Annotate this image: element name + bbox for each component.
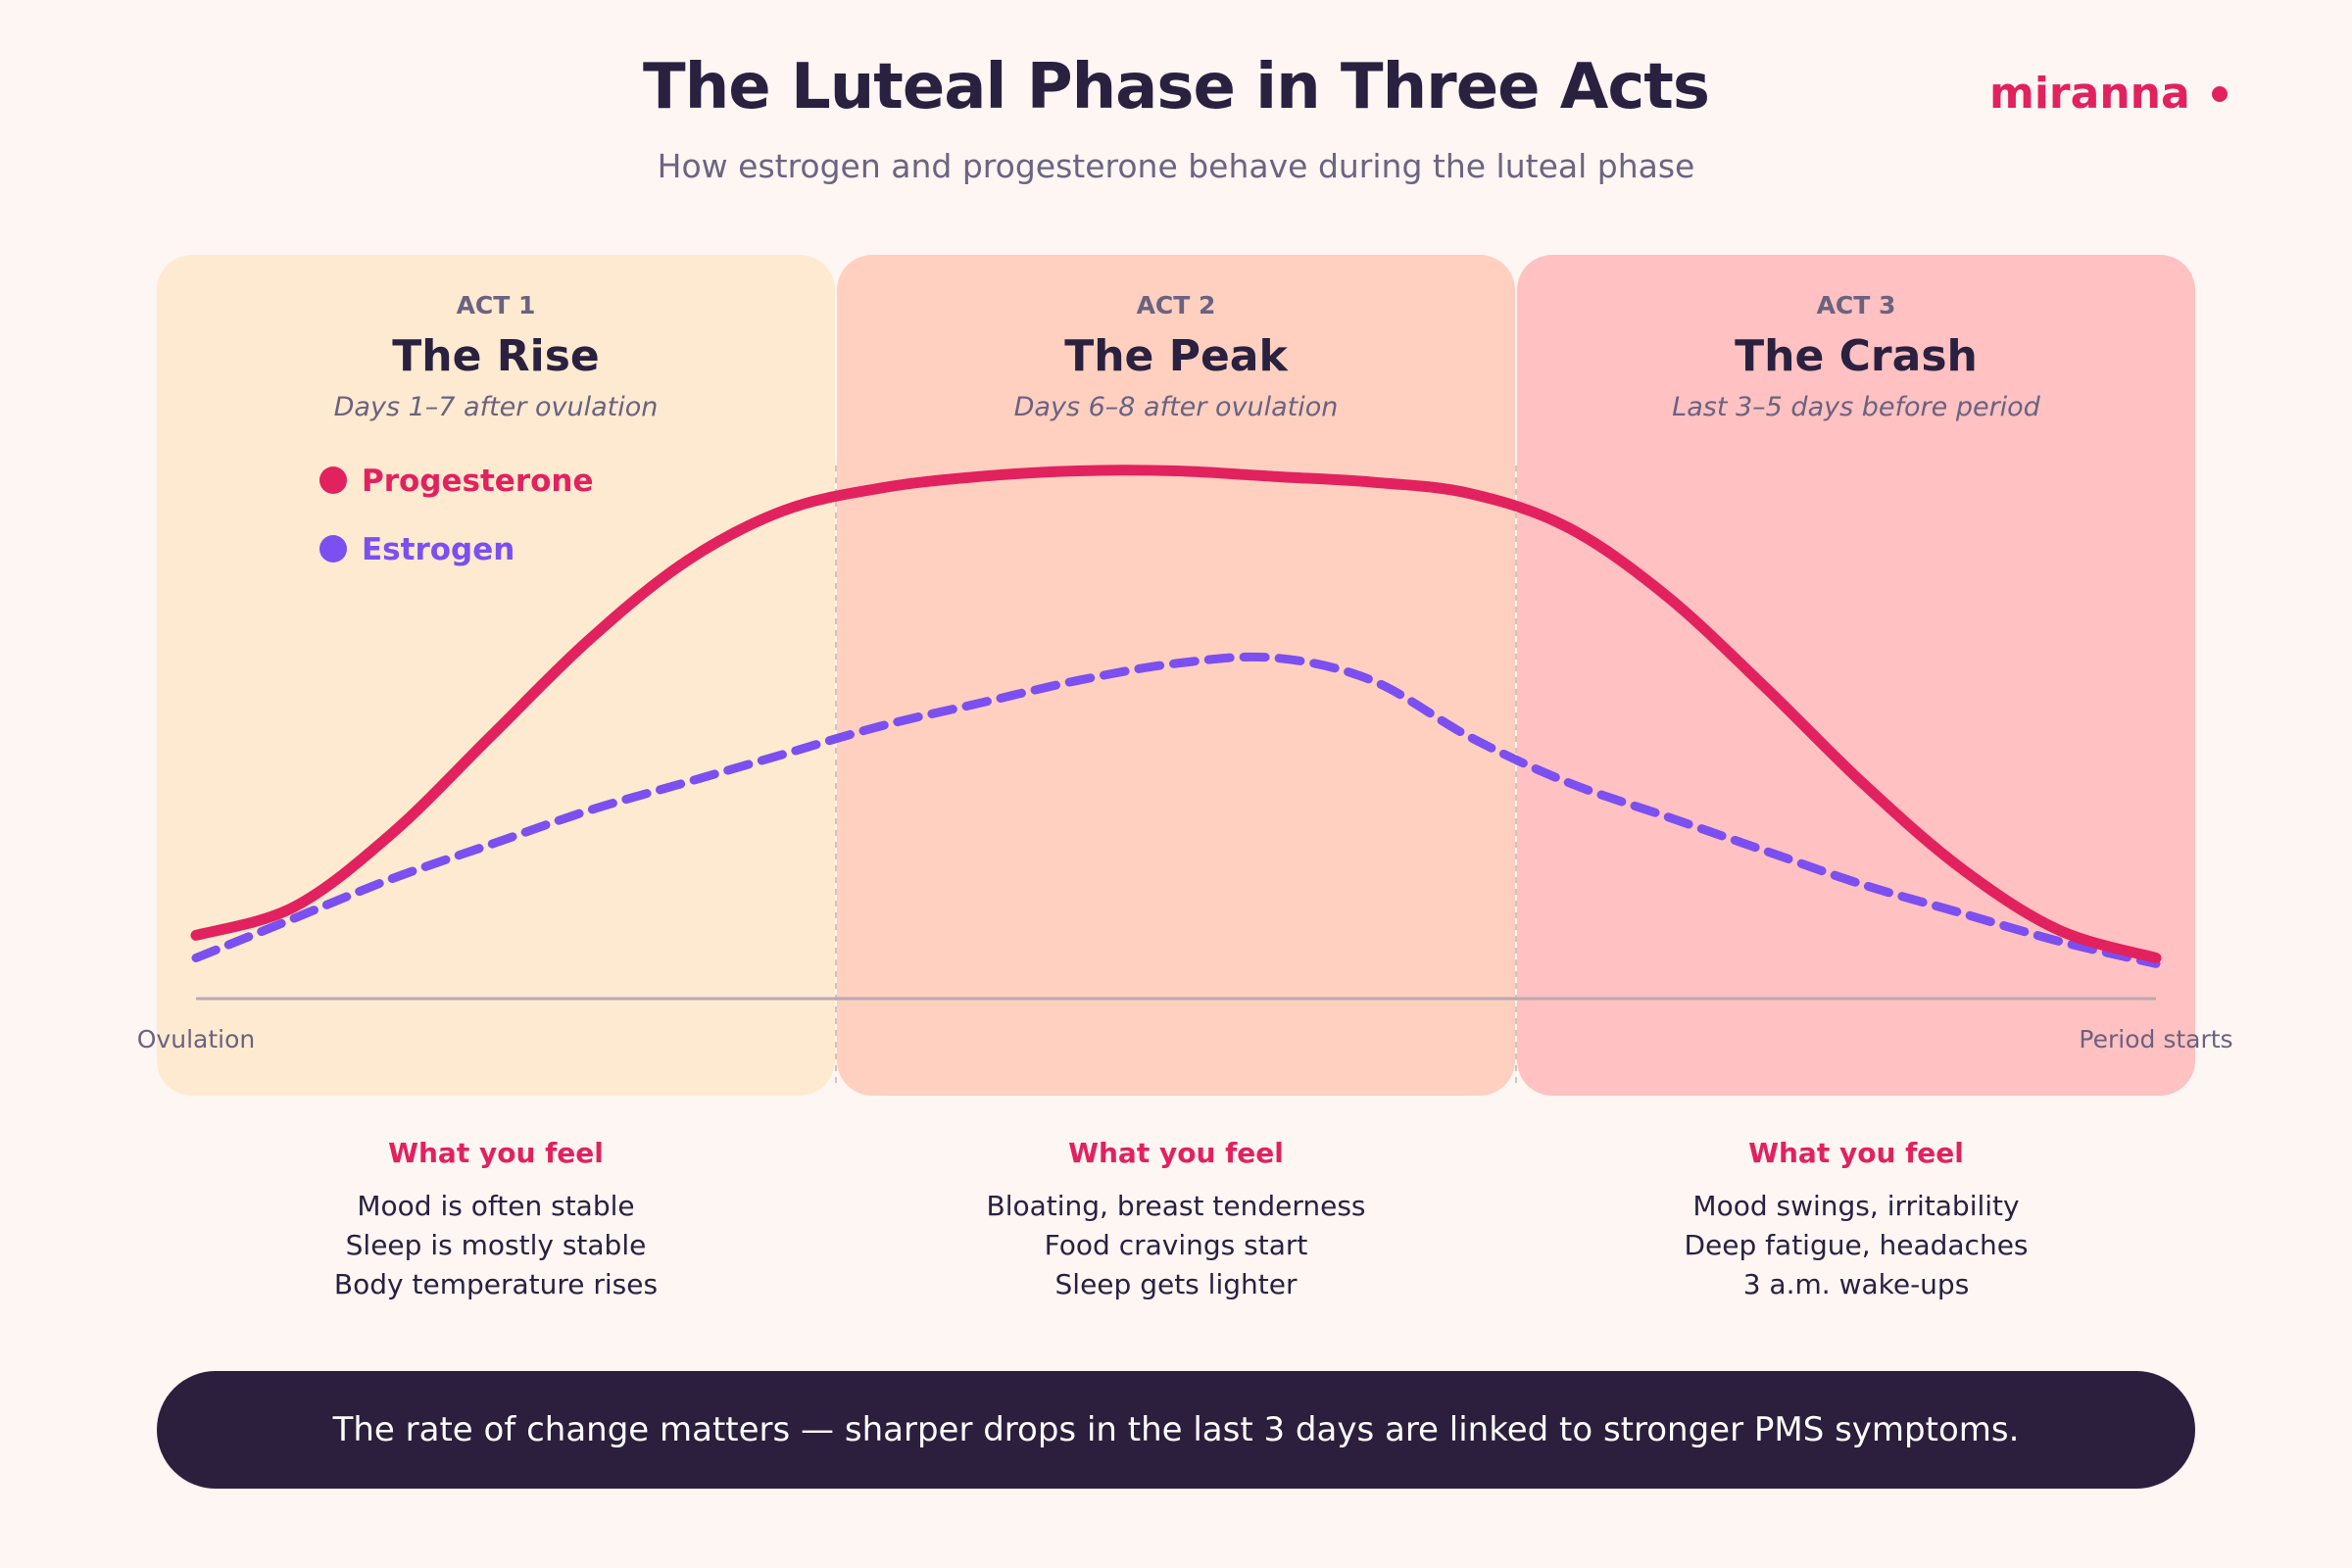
act3-feel-heading: What you feel	[1748, 1137, 1964, 1169]
brand-dot-icon	[2211, 85, 2228, 102]
act2-feel-item: Food cravings start	[1044, 1229, 1308, 1261]
act3-days: Last 3–5 days before period	[1672, 392, 2041, 422]
act1-label: ACT 1	[457, 291, 536, 319]
act3-feel-item: Mood swings, irritability	[1692, 1190, 2020, 1222]
act2-feel-heading: What you feel	[1068, 1137, 1284, 1169]
progesterone-legend-marker	[319, 466, 347, 494]
brand-logo[interactable]: miranna	[1989, 69, 2228, 119]
act2-feel-item: Bloating, breast tenderness	[986, 1190, 1366, 1222]
estrogen-legend-marker	[319, 535, 347, 563]
act1-days: Days 1–7 after ovulation	[334, 392, 659, 422]
brand-name: miranna	[1989, 69, 2190, 119]
estrogen-legend-label: Estrogen	[362, 532, 514, 567]
act2-feel-block: What you feel Bloating, breast tendernes…	[837, 1137, 1515, 1304]
act2-days: Days 6–8 after ovulation	[1014, 392, 1339, 422]
callout-text: The rate of change matters — sharper dro…	[332, 1410, 2020, 1449]
estrogen-line	[191, 652, 2161, 968]
act2-title: The Peak	[1064, 331, 1289, 381]
act3-feel-item: 3 a.m. wake-ups	[1742, 1268, 1970, 1300]
act3-panel	[1517, 255, 2195, 1096]
act3-feel-block: What you feel Mood swings, irritability …	[1517, 1137, 2195, 1304]
act2-label: ACT 2	[1137, 291, 1216, 319]
hormone-chart: ACT 1 The Rise Days 1–7 after ovulation ACT…	[137, 255, 2233, 1096]
act1-feel-item: Mood is often stable	[357, 1190, 635, 1222]
act2-feel-item: Sleep gets lighter	[1054, 1268, 1298, 1300]
act1-feel-item: Sleep is mostly stable	[345, 1229, 647, 1261]
x-axis-start-label: Ovulation	[137, 1025, 255, 1054]
act1-feel-heading: What you feel	[388, 1137, 604, 1169]
page-subtitle: How estrogen and progesterone behave dur…	[657, 147, 1695, 185]
act3-label: ACT 3	[1817, 291, 1896, 319]
act1-feel-item: Body temperature rises	[333, 1268, 659, 1300]
x-axis-end-label: Period starts	[2079, 1025, 2232, 1054]
act3-feel-item: Deep fatigue, headaches	[1684, 1229, 2029, 1261]
progesterone-line	[190, 465, 2162, 963]
progesterone-legend-label: Progesterone	[362, 464, 594, 499]
insight-callout: The rate of change matters — sharper dro…	[157, 1371, 2195, 1489]
page-title: The Luteal Phase in Three Acts	[643, 51, 1710, 123]
act3-title: The Crash	[1735, 331, 1978, 381]
act1-feel-block: What you feel Mood is often stable Sleep…	[157, 1137, 835, 1304]
act2-panel	[837, 255, 1515, 1096]
act1-title: The Rise	[392, 331, 600, 381]
